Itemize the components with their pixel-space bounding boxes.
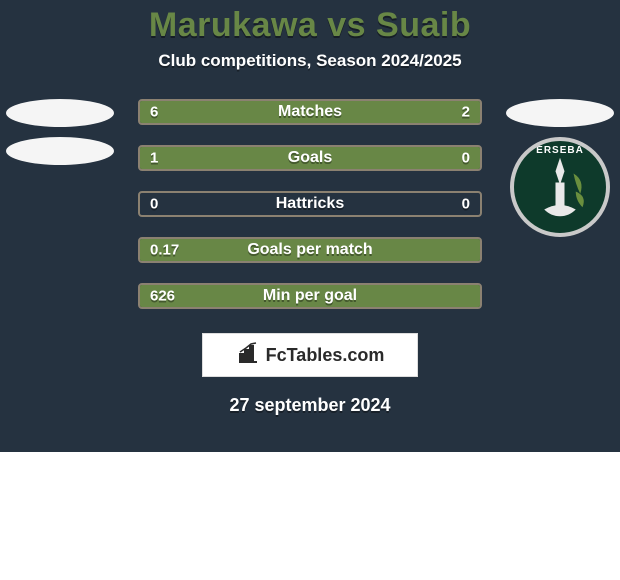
club-logo-placeholder [506,99,614,127]
comparison-card: Marukawa vs Suaib Club competitions, Sea… [0,0,620,580]
branding-text: FcTables.com [266,345,385,366]
date-text: 27 september 2024 [0,395,620,416]
stat-bar: 00Hattricks [138,191,482,217]
stat-bar: 626Min per goal [138,283,482,309]
club-logo-placeholder [6,99,114,127]
left-logos [0,99,120,165]
stat-label: Goals per match [140,241,480,259]
stat-label: Hattricks [140,195,480,213]
subtitle: Club competitions, Season 2024/2025 [0,51,620,71]
stat-label: Matches [140,103,480,121]
content: ERSEBA 62Matches 10Goals 00Hattricks 0.17Go… [0,99,620,309]
stat-bars: 62Matches 10Goals 00Hattricks 0.17Goals per… [138,99,482,309]
stat-bar: 62Matches [138,99,482,125]
stat-bar: 0.17Goals per match [138,237,482,263]
branding-box: FcTables.com [202,333,418,377]
stat-label: Min per goal [140,287,480,305]
stat-label: Goals [140,149,480,167]
stat-bar: 10Goals [138,145,482,171]
club-logo-placeholder [6,137,114,165]
bar-chart-icon [236,341,260,370]
right-logos: ERSEBA [500,99,620,237]
club-badge-icon [524,151,596,223]
club-badge-text: ERSEBA [514,145,606,156]
bottom-white-block [0,452,620,580]
page-title: Marukawa vs Suaib [0,0,620,45]
club-badge: ERSEBA [510,137,610,237]
